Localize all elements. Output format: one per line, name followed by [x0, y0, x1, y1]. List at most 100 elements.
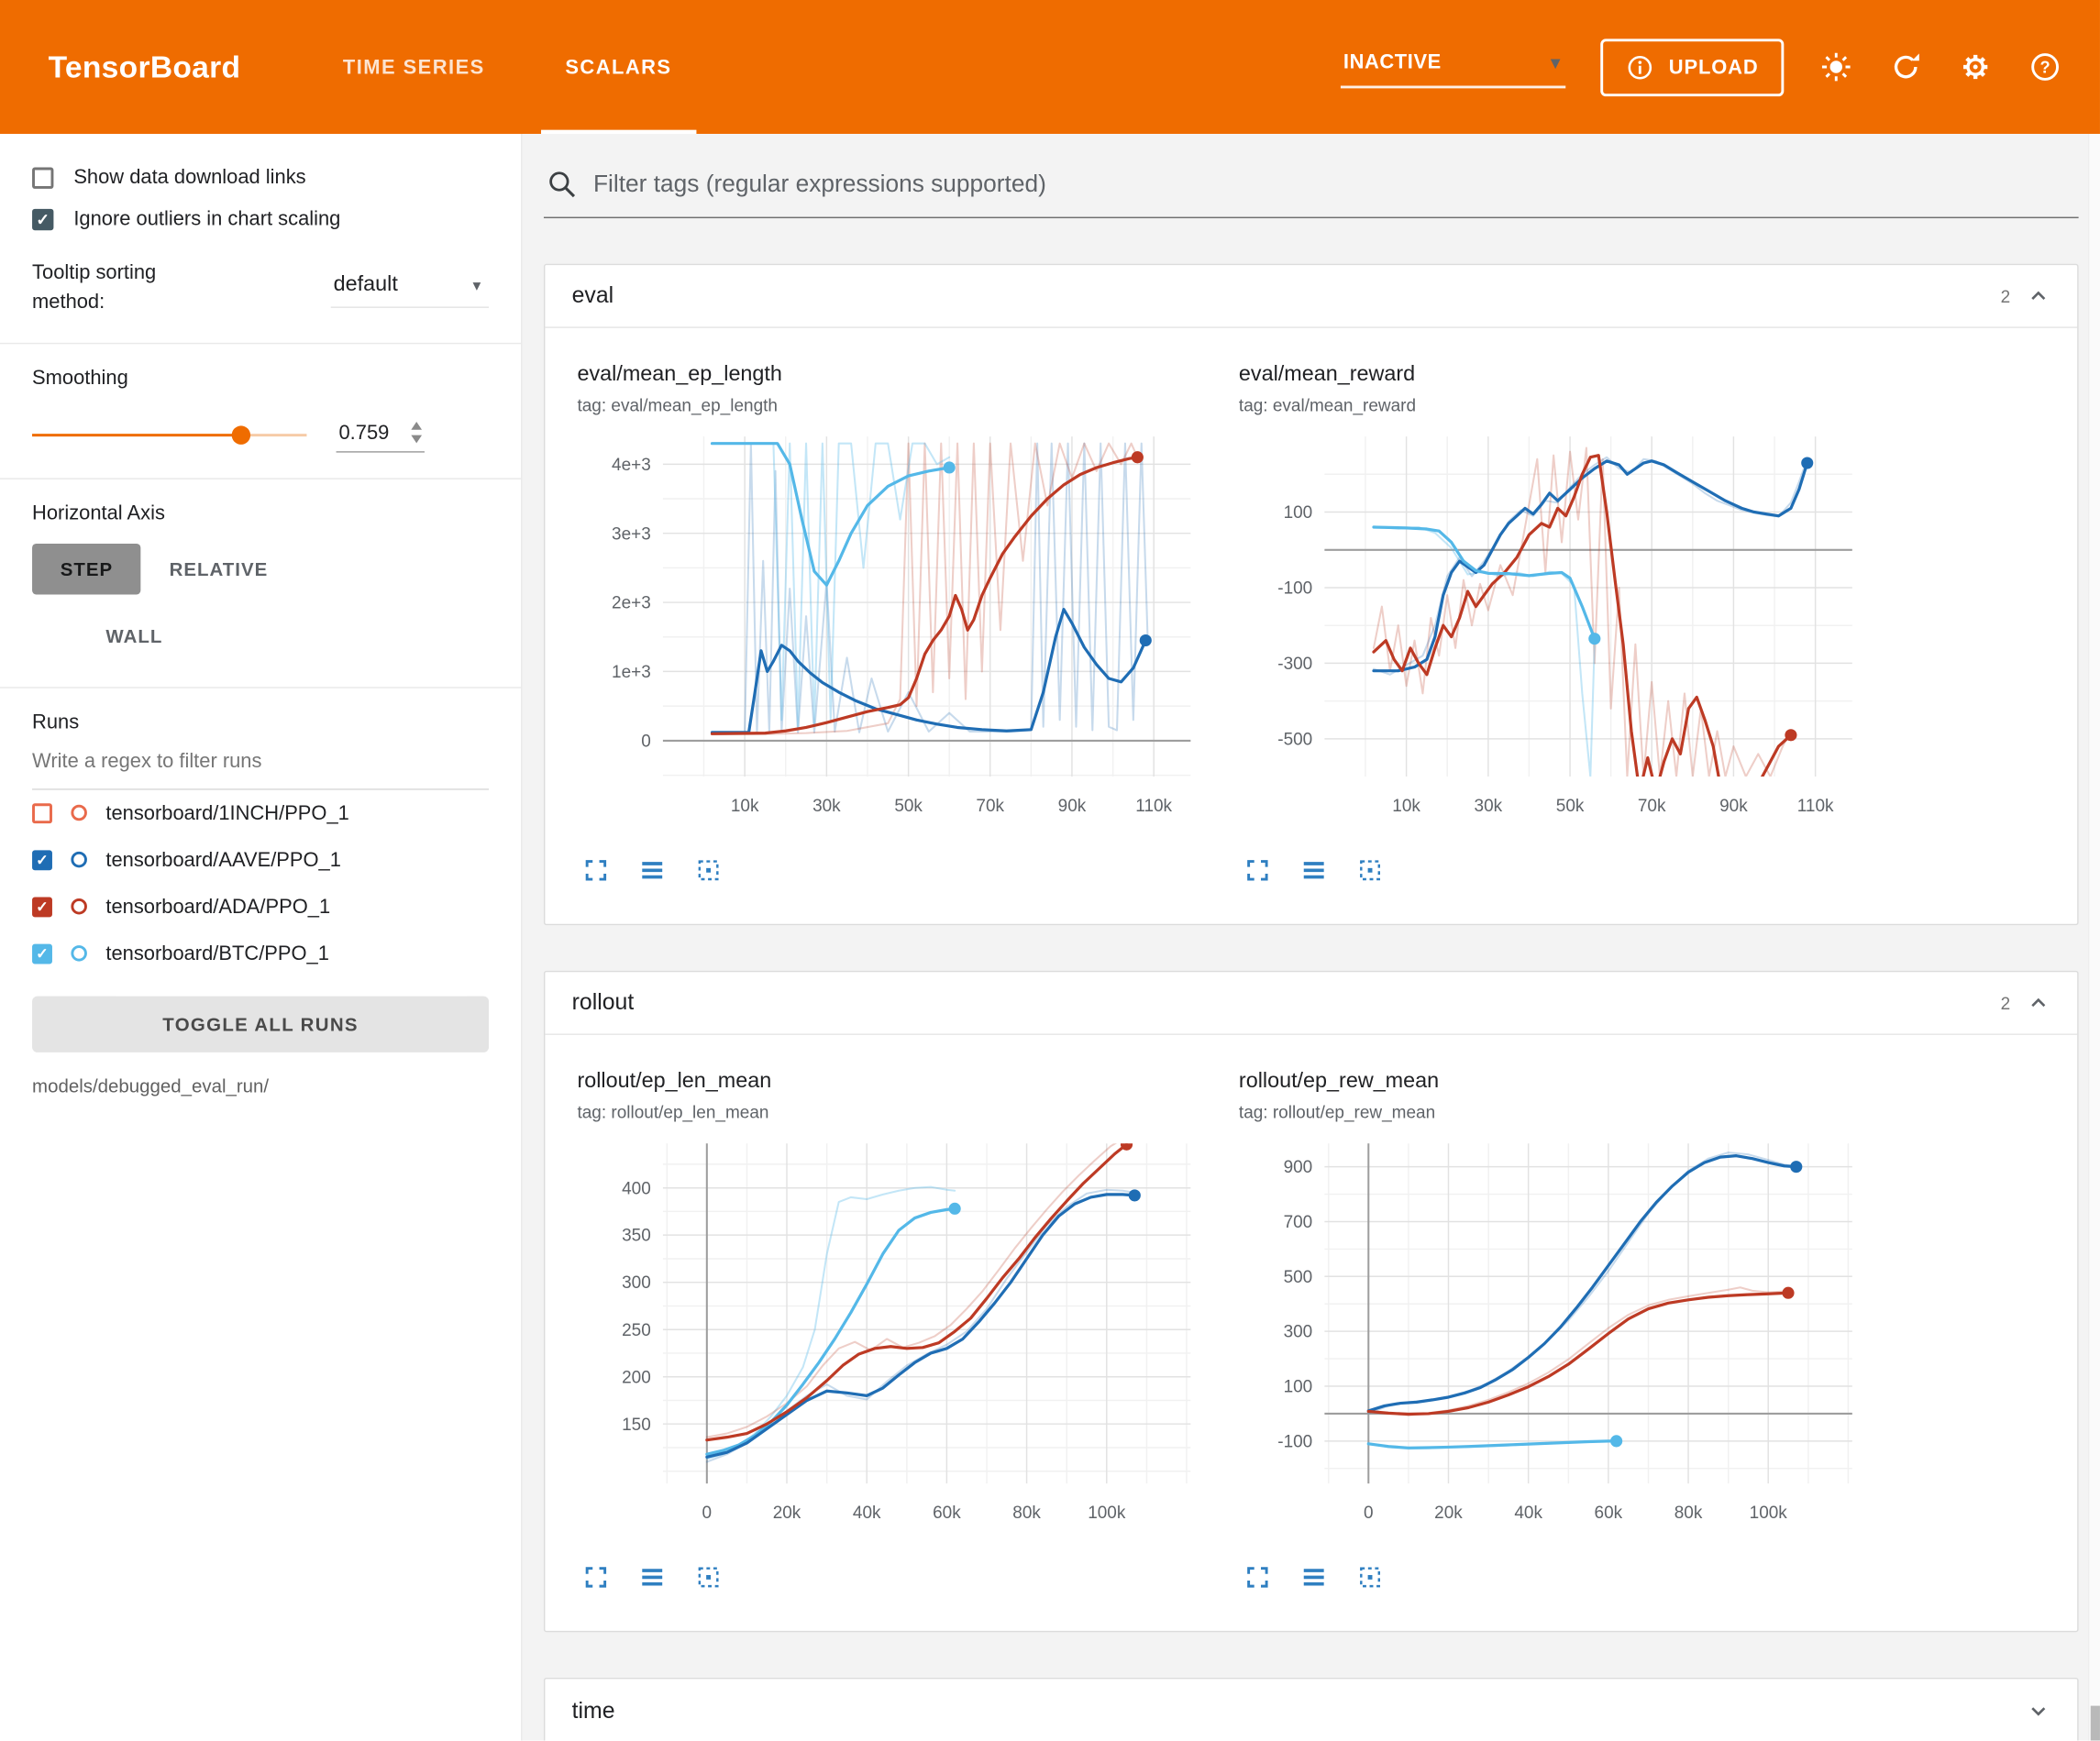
tab-scalars[interactable]: SCALARS [525, 0, 713, 135]
svg-text:0: 0 [641, 732, 651, 751]
status-select[interactable]: INACTIVE ▾ [1341, 46, 1566, 89]
svg-text:3e+3: 3e+3 [612, 524, 651, 544]
stepper-icon[interactable] [411, 422, 423, 444]
fit-domain-icon[interactable] [695, 857, 722, 884]
line-chart[interactable]: 10k 30k 50k 70k 90k 110k 0 1e+3 2e+3 3e+3 4e+3 [577, 425, 1206, 854]
run-checkbox[interactable]: ✓ [32, 849, 52, 870]
smoothing-value: 0.759 [338, 421, 390, 445]
svg-text:50k: 50k [1556, 797, 1585, 816]
run-checkbox[interactable]: ✓ [32, 942, 52, 964]
fullscreen-icon[interactable] [1244, 857, 1271, 884]
search-icon [547, 169, 578, 200]
svg-text:80k: 80k [1012, 1504, 1041, 1523]
data-table-icon[interactable] [639, 1564, 666, 1591]
checkbox-icon[interactable]: ✓ [32, 208, 54, 230]
runs-filter-input[interactable] [32, 733, 490, 789]
tab-time-series[interactable]: TIME SERIES [342, 55, 485, 79]
line-chart[interactable]: 0 20k 40k 60k 80k 100k -100 100 300 500 700 900 [1239, 1133, 1868, 1561]
info-icon [1626, 53, 1654, 82]
chevron-down-icon: ▾ [472, 275, 481, 294]
data-table-icon[interactable] [1300, 857, 1327, 884]
section-card-time: time [543, 1677, 2079, 1741]
svg-text:90k: 90k [1058, 797, 1087, 816]
svg-text:-100: -100 [1277, 579, 1312, 599]
smoothing-slider[interactable] [32, 425, 307, 445]
fit-domain-icon[interactable] [1356, 1564, 1383, 1591]
svg-text:30k: 30k [812, 797, 841, 816]
runs-heading: Runs [32, 710, 80, 733]
section-header-rollout[interactable]: rollout 2 [545, 972, 2078, 1035]
chart-eval-mean-reward: eval/mean_reward tag: eval/mean_reward 1… [1239, 363, 1868, 884]
svg-text:60k: 60k [933, 1504, 961, 1523]
chart-rollout-ep-len-mean: rollout/ep_len_mean tag: rollout/ep_len_… [577, 1070, 1206, 1591]
svg-text:110k: 110k [1135, 797, 1172, 816]
run-row-2[interactable]: ✓ tensorboard/ADA/PPO_1 [32, 883, 489, 930]
run-checkbox[interactable] [32, 802, 52, 823]
svg-text:40k: 40k [1514, 1504, 1542, 1523]
svg-text:80k: 80k [1674, 1504, 1703, 1523]
brightness-icon[interactable] [1818, 50, 1853, 84]
horizontal-axis-label: Horizontal Axis [32, 501, 165, 524]
line-chart[interactable]: 10k 30k 50k 70k 90k 110k -500 -300 -100 100 [1239, 425, 1868, 854]
axis-wall-button[interactable]: WALL [78, 610, 191, 660]
scrollbar-thumb[interactable] [2090, 1705, 2100, 1741]
collapse-chevron-icon[interactable] [2027, 1699, 2050, 1723]
slider-thumb[interactable] [231, 425, 250, 445]
svg-text:0: 0 [1364, 1504, 1374, 1523]
fullscreen-icon[interactable] [582, 857, 609, 884]
run-row-1[interactable]: ✓ tensorboard/AAVE/PPO_1 [32, 836, 489, 883]
toggle-all-runs-button[interactable]: TOGGLE ALL RUNS [32, 995, 490, 1052]
svg-text:100: 100 [1284, 1378, 1313, 1397]
app-title: TensorBoard [48, 49, 241, 84]
refresh-icon[interactable] [1888, 50, 1923, 84]
svg-text:500: 500 [1284, 1268, 1313, 1287]
svg-text:30k: 30k [1475, 797, 1503, 816]
collapse-chevron-icon[interactable] [2027, 284, 2050, 308]
line-chart[interactable]: 0 20k 40k 60k 80k 100k 150 200 250 300 350 400 [577, 1133, 1206, 1561]
svg-text:40k: 40k [853, 1504, 881, 1523]
section-header-eval[interactable]: eval 2 [545, 265, 2078, 328]
svg-text:150: 150 [622, 1416, 651, 1435]
svg-text:900: 900 [1284, 1158, 1313, 1177]
svg-text:4e+3: 4e+3 [612, 456, 651, 475]
svg-text:2e+3: 2e+3 [612, 594, 651, 613]
fit-domain-icon[interactable] [695, 1564, 722, 1591]
section-chart-count: 2 [2000, 992, 2011, 1013]
svg-text:20k: 20k [773, 1504, 801, 1523]
tooltip-sorting-label: Tooltip sorting method: [32, 260, 157, 314]
svg-text:400: 400 [622, 1179, 651, 1198]
run-color-circle [71, 804, 87, 821]
svg-text:300: 300 [622, 1273, 651, 1293]
smoothing-value-input[interactable]: 0.759 [336, 418, 425, 452]
settings-icon[interactable] [1958, 50, 1993, 84]
upload-button[interactable]: UPLOAD [1600, 38, 1785, 96]
svg-text:70k: 70k [1638, 797, 1666, 816]
run-row-3[interactable]: ✓ tensorboard/BTC/PPO_1 [32, 930, 489, 976]
scrollbar[interactable] [2087, 134, 2100, 1741]
section-header-time[interactable]: time [545, 1679, 2077, 1740]
tooltip-sorting-select[interactable]: default ▾ [330, 268, 490, 308]
run-checkbox[interactable]: ✓ [32, 896, 52, 917]
help-icon[interactable]: ? [2028, 50, 2062, 84]
chevron-down-icon: ▾ [1551, 51, 1561, 72]
svg-text:1e+3: 1e+3 [612, 663, 651, 682]
fullscreen-icon[interactable] [582, 1564, 609, 1591]
section-card-eval: eval 2 eval/mean_ep_length tag: eval/mea… [543, 263, 2079, 926]
settings-checkbox-0[interactable]: Show data download links [32, 157, 489, 198]
svg-text:50k: 50k [894, 797, 923, 816]
collapse-chevron-icon[interactable] [2027, 991, 2050, 1015]
axis-step-button[interactable]: STEP [32, 543, 141, 594]
fit-domain-icon[interactable] [1356, 857, 1383, 884]
settings-checkbox-1[interactable]: ✓ Ignore outliers in chart scaling [32, 198, 489, 239]
checkbox-icon[interactable] [32, 166, 54, 189]
filter-tags-input[interactable] [592, 170, 2071, 199]
data-table-icon[interactable] [639, 857, 666, 884]
axis-relative-button[interactable]: RELATIVE [141, 543, 296, 593]
data-table-icon[interactable] [1300, 1564, 1327, 1591]
run-row-0[interactable]: tensorboard/1INCH/PPO_1 [32, 789, 489, 836]
chart-eval-mean-ep-length: eval/mean_ep_length tag: eval/mean_ep_le… [577, 363, 1206, 884]
fullscreen-icon[interactable] [1244, 1564, 1271, 1591]
svg-text:?: ? [2040, 57, 2050, 76]
section-chart-count: 2 [2000, 285, 2011, 306]
run-color-circle [71, 945, 87, 962]
